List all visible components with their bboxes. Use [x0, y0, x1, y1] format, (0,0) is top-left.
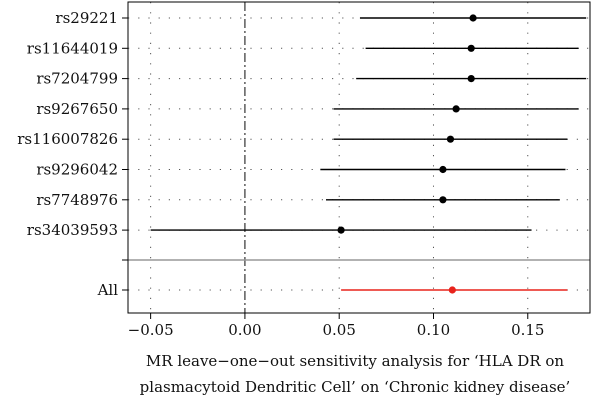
- labels-layer: rs29221 rs11644019 rs7204799 rs9267650 rs116…: [17, 9, 544, 339]
- estimate-point: [452, 105, 460, 113]
- estimate-point: [467, 44, 475, 52]
- y-tick-label: rs116007826: [17, 130, 118, 148]
- x-tick-label: 0.05: [322, 321, 355, 339]
- y-tick-label: rs7204799: [36, 70, 118, 88]
- overall-label: All: [97, 281, 119, 299]
- y-tick-label: rs9267650: [36, 100, 118, 118]
- x-axis-title-line-2: plasmacytoid Dendritic Cell’ on ‘Chronic…: [140, 378, 571, 396]
- grid-layer: [127, 1, 591, 314]
- y-tick-label: rs34039593: [27, 221, 118, 239]
- estimate-point: [467, 75, 475, 83]
- overall-estimate-point: [448, 286, 456, 294]
- x-tick-label: 0.10: [417, 321, 450, 339]
- estimate-point: [469, 14, 477, 22]
- plot-frame: [127, 1, 591, 314]
- x-tick-label: 0.00: [228, 321, 261, 339]
- estimate-point: [439, 196, 447, 204]
- marks-layer: [150, 14, 587, 294]
- x-tick-label: −0.05: [128, 321, 174, 339]
- x-axis-title-line-1: MR leave−one−out sensitivity analysis fo…: [146, 352, 565, 370]
- y-tick-label: rs29221: [55, 9, 118, 27]
- y-tick-label: rs11644019: [27, 39, 118, 57]
- y-tick-label: rs9296042: [36, 161, 118, 179]
- y-tick-label: rs7748976: [36, 191, 118, 209]
- estimate-point: [446, 135, 455, 143]
- x-tick-label: 0.15: [511, 321, 544, 339]
- estimate-point: [439, 165, 447, 174]
- estimate-point: [337, 226, 345, 234]
